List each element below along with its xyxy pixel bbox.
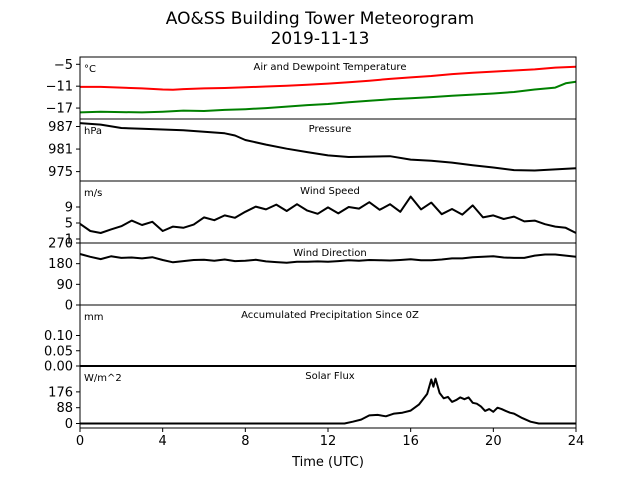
panel-2: 987 981 975 hPa Pressure: [48, 118, 577, 182]
y-tick-label: 90: [56, 278, 73, 293]
panel-unit-label: mm: [84, 312, 103, 323]
y-tick-label: −11: [46, 80, 73, 95]
y-tick-label: 176: [48, 385, 73, 400]
x-tick-label: 4: [159, 434, 167, 449]
panel-unit-label: m/s: [84, 188, 102, 199]
y-tick-label: 270: [48, 237, 73, 252]
y-tick-label: 1: [65, 233, 73, 248]
panel-4: 270 180 90 0 Wind Direction: [48, 237, 577, 314]
x-tick-label: 12: [320, 434, 337, 449]
y-tick-label: 975: [48, 165, 73, 180]
y-tick-label: 981: [48, 143, 73, 158]
series-line-1-1: [80, 65, 577, 91]
figure-subtitle: 2019-11-13: [271, 29, 370, 49]
x-tick-label: 20: [485, 434, 502, 449]
panels-group: −5−11−17°C Air and Dewpoint Temperature98…: [44, 56, 577, 432]
y-tick-label: 0: [65, 417, 73, 432]
panel-title: Accumulated Precipitation Since 0Z: [241, 310, 419, 321]
x-axis: 0 4 8 12 16 20 24: [76, 428, 584, 449]
panel-title: Wind Speed: [300, 186, 360, 197]
x-tick-label: 24: [568, 434, 585, 449]
y-tick-label: 5: [65, 217, 73, 232]
y-tick-label: 0.05: [44, 344, 73, 359]
series-line-6-1: [80, 377, 576, 425]
y-tick-label: 0.00: [44, 360, 73, 375]
y-tick-label: 0: [65, 299, 73, 314]
x-axis-label: Time (UTC): [291, 455, 364, 470]
y-tick-label: 180: [48, 257, 73, 272]
series-line-1-2: [79, 80, 577, 114]
x-tick-label: 16: [402, 434, 419, 449]
y-tick-label: 88: [56, 401, 73, 416]
panel-unit-label: °C: [84, 64, 96, 75]
panel-unit-label: W/m^2: [84, 373, 122, 384]
y-tick-label: 987: [48, 120, 73, 135]
y-tick-label: −5: [54, 58, 73, 73]
panel-unit-label: hPa: [84, 126, 102, 137]
y-tick-label: 9: [65, 201, 73, 216]
y-tick-label: −17: [46, 102, 73, 117]
panel-title: Air and Dewpoint Temperature: [254, 62, 407, 73]
panel-title: Solar Flux: [305, 371, 355, 382]
panel-1: −5 −11 −17 °C Air and Dewpoint Temperature: [46, 56, 577, 120]
panel-title: Wind Direction: [293, 248, 367, 259]
panel-title: Pressure: [309, 124, 352, 135]
series-line-4-1: [79, 253, 577, 264]
panel-5: 0.100.050.00 mm Accumulated Precipitation …: [44, 304, 577, 375]
x-tick-label: 0: [76, 434, 84, 449]
x-tick-label: 8: [241, 434, 249, 449]
panel-3: 951 m/s Wind Speed: [65, 180, 577, 248]
series-line-3-1: [79, 195, 577, 234]
y-tick-label: 0.10: [44, 329, 73, 344]
figure-title: AO&SS Building Tower Meteorogram: [166, 9, 474, 29]
series-line-2-1: [79, 122, 577, 172]
